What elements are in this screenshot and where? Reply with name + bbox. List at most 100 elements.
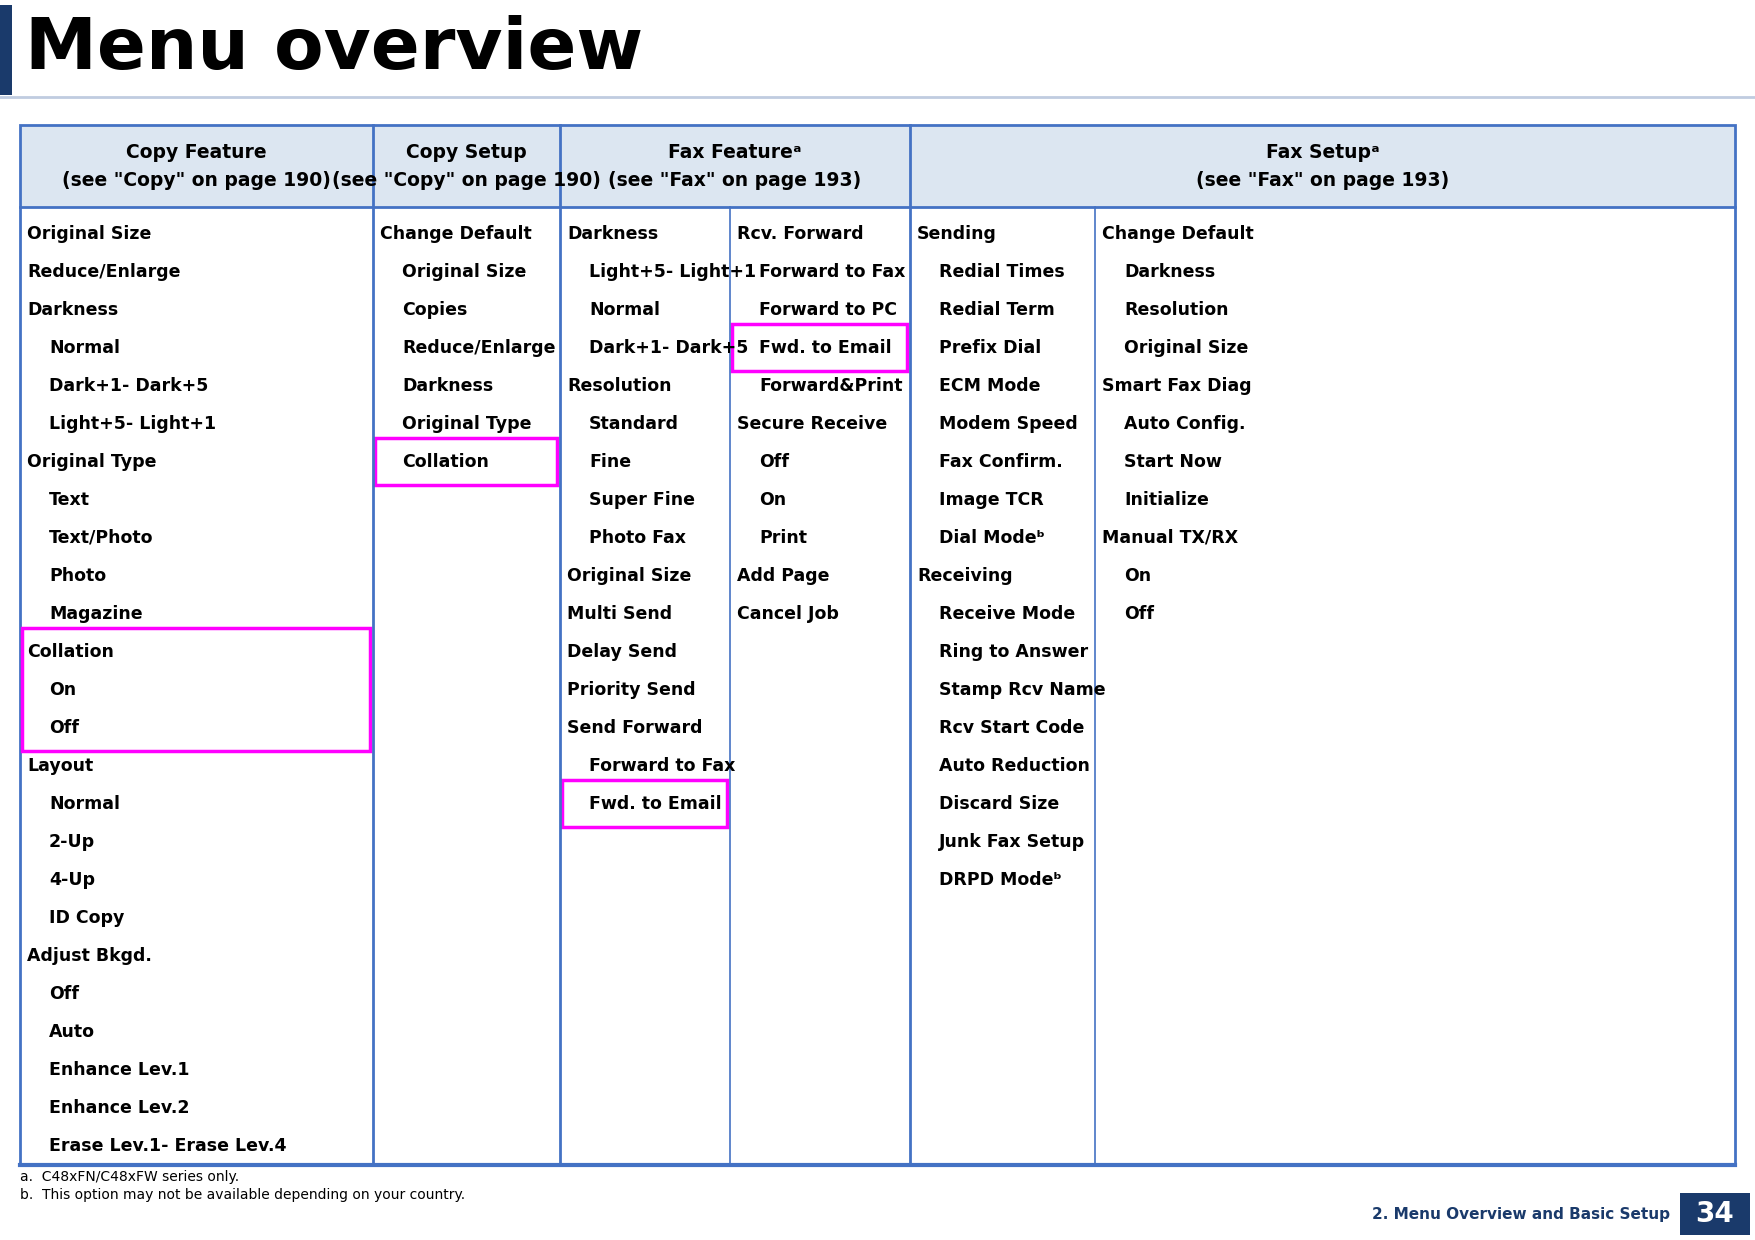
Text: Receive Mode: Receive Mode	[939, 605, 1076, 622]
Bar	[23, 627, 370, 751]
Text: Auto: Auto	[49, 1023, 95, 1040]
Text: Menu overview: Menu overview	[25, 15, 642, 84]
Text: Dark+1- Dark+5: Dark+1- Dark+5	[590, 339, 748, 357]
Text: Erase Lev.1- Erase Lev.4: Erase Lev.1- Erase Lev.4	[49, 1137, 286, 1154]
Text: ECM Mode: ECM Mode	[939, 377, 1041, 394]
Bar	[0, 5, 12, 95]
Text: Standard: Standard	[590, 414, 679, 433]
Text: a.  C48xFN/C48xFW series only.: a. C48xFN/C48xFW series only.	[19, 1171, 239, 1184]
Text: On: On	[758, 491, 786, 508]
Text: Junk Fax Setup: Junk Fax Setup	[939, 832, 1085, 851]
Text: Darkness: Darkness	[26, 300, 118, 319]
Text: Fine: Fine	[590, 453, 632, 471]
Text: Light+5- Light+1: Light+5- Light+1	[49, 414, 216, 433]
Text: 2-Up: 2-Up	[49, 832, 95, 851]
Text: Text: Text	[49, 491, 90, 508]
Text: Normal: Normal	[590, 300, 660, 319]
Text: Auto Reduction: Auto Reduction	[939, 756, 1090, 775]
Text: 34: 34	[1695, 1200, 1734, 1228]
Text: Normal: Normal	[49, 795, 119, 812]
Text: Secure Receive: Secure Receive	[737, 414, 888, 433]
Text: Add Page: Add Page	[737, 567, 830, 584]
Text: Super Fine: Super Fine	[590, 491, 695, 508]
Text: Discard Size: Discard Size	[939, 795, 1060, 812]
Text: Delay Send: Delay Send	[567, 642, 677, 661]
Text: Collation: Collation	[402, 453, 490, 471]
Text: Priority Send: Priority Send	[567, 681, 695, 698]
Text: Original Size: Original Size	[26, 224, 151, 243]
Text: Darkness: Darkness	[1123, 263, 1214, 280]
Text: Light+5- Light+1: Light+5- Light+1	[590, 263, 756, 280]
Text: Text/Photo: Text/Photo	[49, 528, 153, 547]
Text: Original Size: Original Size	[402, 263, 526, 280]
Text: DRPD Modeᵇ: DRPD Modeᵇ	[939, 870, 1062, 889]
Text: On: On	[49, 681, 75, 698]
Text: Forward to PC: Forward to PC	[758, 300, 897, 319]
Text: Reduce/Enlarge: Reduce/Enlarge	[402, 339, 556, 357]
Text: Layout: Layout	[26, 756, 93, 775]
Text: Collation: Collation	[26, 642, 114, 661]
Text: Modem Speed: Modem Speed	[939, 414, 1078, 433]
Text: Magazine: Magazine	[49, 605, 142, 622]
Text: Original Size: Original Size	[1123, 339, 1248, 357]
Text: Print: Print	[758, 528, 807, 547]
Text: Ring to Answer: Ring to Answer	[939, 642, 1088, 661]
Bar	[562, 780, 727, 827]
Text: Receiving: Receiving	[918, 567, 1013, 584]
Text: Fwd. to Email: Fwd. to Email	[590, 795, 721, 812]
Text: (see "Fax" on page 193): (see "Fax" on page 193)	[609, 170, 862, 190]
Text: (see "Fax" on page 193): (see "Fax" on page 193)	[1195, 170, 1450, 190]
Text: Initialize: Initialize	[1123, 491, 1209, 508]
Text: Resolution: Resolution	[1123, 300, 1228, 319]
Text: Redial Times: Redial Times	[939, 263, 1065, 280]
Text: Original Type: Original Type	[26, 453, 156, 471]
Text: Auto Config.: Auto Config.	[1123, 414, 1246, 433]
Text: Off: Off	[49, 719, 79, 737]
Text: Forward&Print: Forward&Print	[758, 377, 902, 394]
Text: Manual TX/RX: Manual TX/RX	[1102, 528, 1237, 547]
Text: Enhance Lev.2: Enhance Lev.2	[49, 1099, 190, 1116]
Text: Change Default: Change Default	[1102, 224, 1253, 243]
Text: Change Default: Change Default	[381, 224, 532, 243]
Text: Photo: Photo	[49, 567, 105, 584]
Text: Redial Term: Redial Term	[939, 300, 1055, 319]
Text: Stamp Rcv Name: Stamp Rcv Name	[939, 681, 1106, 698]
Text: Fwd. to Email: Fwd. to Email	[758, 339, 892, 357]
Text: Fax Confirm.: Fax Confirm.	[939, 453, 1064, 471]
Text: Send Forward: Send Forward	[567, 719, 702, 737]
Text: Original Type: Original Type	[402, 414, 532, 433]
Text: Rcv Start Code: Rcv Start Code	[939, 719, 1085, 737]
Text: Smart Fax Diag: Smart Fax Diag	[1102, 377, 1251, 394]
Text: Forward to Fax: Forward to Fax	[590, 756, 735, 775]
Text: Resolution: Resolution	[567, 377, 672, 394]
Bar	[732, 324, 907, 371]
Text: Darkness: Darkness	[402, 377, 493, 394]
Text: Copies: Copies	[402, 300, 467, 319]
Text: b.  This option may not be available depending on your country.: b. This option may not be available depe…	[19, 1188, 465, 1202]
Bar	[1680, 1193, 1750, 1235]
Text: Photo Fax: Photo Fax	[590, 528, 686, 547]
Text: Cancel Job: Cancel Job	[737, 605, 839, 622]
Bar	[19, 125, 1736, 207]
Text: Original Size: Original Size	[567, 567, 691, 584]
Text: Adjust Bkgd.: Adjust Bkgd.	[26, 946, 153, 965]
Text: Normal: Normal	[49, 339, 119, 357]
Bar	[19, 125, 1736, 1166]
Text: 4-Up: 4-Up	[49, 870, 95, 889]
Text: Fax Featureᵃ: Fax Featureᵃ	[669, 143, 802, 161]
Text: Rcv. Forward: Rcv. Forward	[737, 224, 863, 243]
Text: Prefix Dial: Prefix Dial	[939, 339, 1041, 357]
Text: Dark+1- Dark+5: Dark+1- Dark+5	[49, 377, 209, 394]
Text: Darkness: Darkness	[567, 224, 658, 243]
Bar	[376, 438, 556, 485]
Text: Dial Modeᵇ: Dial Modeᵇ	[939, 528, 1044, 547]
Text: Fax Setupᵃ: Fax Setupᵃ	[1265, 143, 1379, 161]
Text: Off: Off	[758, 453, 790, 471]
Text: Copy Feature: Copy Feature	[126, 143, 267, 161]
Text: Off: Off	[1123, 605, 1155, 622]
Text: Off: Off	[49, 985, 79, 1003]
Text: Start Now: Start Now	[1123, 453, 1221, 471]
Text: Forward to Fax: Forward to Fax	[758, 263, 906, 280]
Text: ID Copy: ID Copy	[49, 909, 125, 926]
Text: Enhance Lev.1: Enhance Lev.1	[49, 1060, 190, 1079]
